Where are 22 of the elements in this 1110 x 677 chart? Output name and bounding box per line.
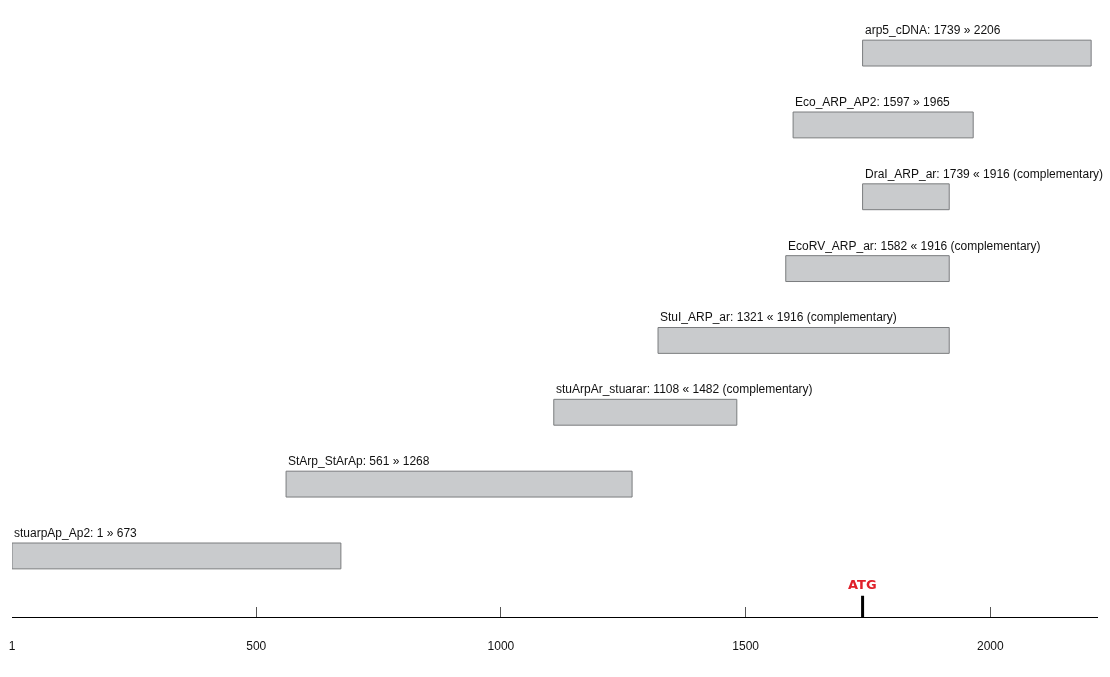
bar	[285, 470, 633, 498]
bar	[12, 542, 342, 570]
data-label: Eco_ARP_AP2: 1597 » 1965	[795, 95, 951, 109]
data-label: DraI_ARP_ar: 1739 « 1916 (complementary)	[865, 167, 1104, 181]
data-label: StArp_StArAp: 561 » 1268	[288, 454, 430, 468]
ref-line-label: ATG	[848, 577, 877, 592]
data-label: EcoRV_ARP_ar: 1582 « 1916 (complementary)	[788, 239, 1041, 253]
data-label: stuarpAp_Ap2: 1 » 673	[14, 526, 138, 540]
bar	[657, 327, 950, 354]
bar	[785, 255, 950, 283]
data-label: stuArpAr_stuarar: 1108 « 1482 (complementary)	[556, 382, 813, 396]
data-label: StuI_ARP_ar: 1321 « 1916 (complementary)	[660, 310, 897, 324]
x-tick-label: 1500	[732, 639, 760, 654]
bar	[792, 111, 974, 139]
bar	[553, 398, 738, 426]
x-tick-label: 1000	[487, 639, 515, 654]
bar	[862, 39, 1092, 67]
x-tick-label: 2000	[976, 639, 1004, 654]
x-tick-label: 1	[8, 639, 16, 654]
data-label: arp5_cDNA: 1739 » 2206	[865, 23, 1001, 37]
x-tick-label: 500	[246, 639, 267, 654]
bar	[862, 183, 950, 211]
